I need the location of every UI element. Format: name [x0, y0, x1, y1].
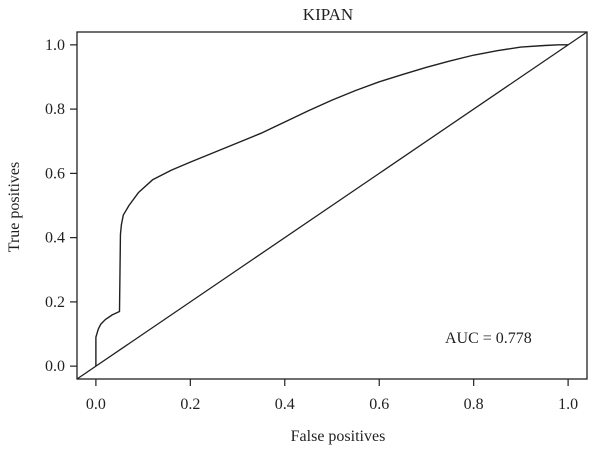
x-tick-label: 0.2	[180, 396, 200, 413]
x-tick-label: 0.4	[275, 396, 295, 413]
x-tick-label: 0.6	[369, 396, 389, 413]
x-tick-label: 1.0	[558, 396, 578, 413]
y-tick-label: 0.6	[45, 165, 65, 182]
auc-annotation: AUC = 0.778	[445, 330, 532, 347]
y-tick-label: 0.4	[45, 230, 65, 247]
x-tick-label: 0.8	[464, 396, 484, 413]
y-tick-label: 0.0	[45, 358, 65, 375]
y-tick-label: 1.0	[45, 37, 65, 54]
roc-curve-line	[95, 44, 569, 367]
y-tick-label: 0.8	[45, 101, 65, 118]
x-axis-ticks: 0.0 0.2 0.4 0.6 0.8 1.0	[86, 379, 578, 413]
plot-frame	[76, 31, 588, 380]
x-tick-label: 0.0	[86, 396, 106, 413]
y-axis-label: True positives	[6, 162, 23, 253]
reference-diagonal-line	[76, 31, 588, 380]
x-axis-label: False positives	[291, 428, 386, 445]
y-axis-ticks: 0.0 0.2 0.4 0.6 0.8 1.0	[45, 37, 77, 375]
chart-title: KIPAN	[303, 5, 353, 24]
y-tick-label: 0.2	[45, 294, 65, 311]
